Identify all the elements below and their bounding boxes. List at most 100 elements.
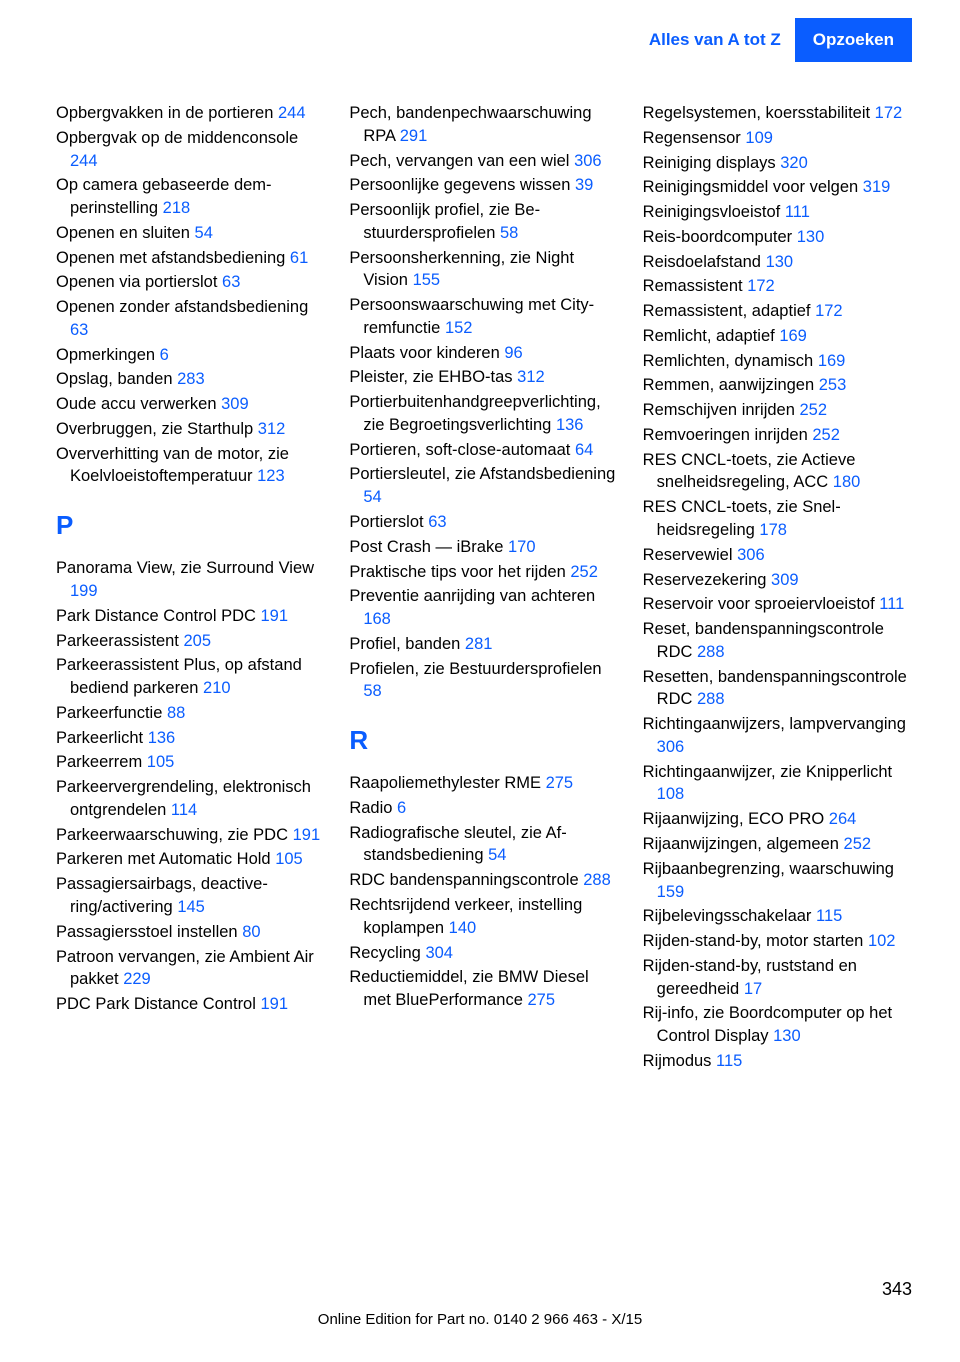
page-ref[interactable]: 306 — [574, 152, 602, 170]
page-ref[interactable]: 199 — [70, 582, 98, 600]
page-ref[interactable]: 54 — [488, 846, 506, 864]
page-ref[interactable]: 130 — [766, 253, 794, 271]
page-ref[interactable]: 291 — [400, 127, 428, 145]
page-ref[interactable]: 109 — [745, 129, 773, 147]
page-ref[interactable]: 63 — [222, 273, 240, 291]
entry-text: Pech, vervangen van een wiel — [349, 152, 574, 170]
page-ref[interactable]: 178 — [759, 521, 787, 539]
page-ref[interactable]: 6 — [397, 799, 406, 817]
entry-text: Opbergvak op de middencon­sole — [56, 129, 298, 147]
page-ref[interactable]: 288 — [583, 871, 611, 889]
page-ref[interactable]: 288 — [697, 690, 725, 708]
page-ref[interactable]: 140 — [449, 919, 477, 937]
page-ref[interactable]: 169 — [818, 352, 846, 370]
page-ref[interactable]: 309 — [221, 395, 249, 413]
page-ref[interactable]: 210 — [203, 679, 231, 697]
page-ref[interactable]: 229 — [123, 970, 151, 988]
page-ref[interactable]: 114 — [171, 801, 197, 819]
page-ref[interactable]: 155 — [413, 271, 441, 289]
page-ref[interactable]: 304 — [425, 944, 453, 962]
page-ref[interactable]: 111 — [785, 203, 810, 221]
page-ref[interactable]: 136 — [556, 416, 584, 434]
page-ref[interactable]: 159 — [657, 883, 685, 901]
page-ref[interactable]: 172 — [875, 104, 903, 122]
page-ref[interactable]: 306 — [657, 738, 685, 756]
page-ref[interactable]: 136 — [148, 729, 176, 747]
index-entry: Openen met afstandsbedie­ning 61 — [56, 247, 325, 270]
page-ref[interactable]: 105 — [275, 850, 303, 868]
index-entry: Portieren, soft-close-auto­maat 64 — [349, 439, 618, 462]
entry-text: Reinigingsvloeistof — [643, 203, 785, 221]
page-ref[interactable]: 275 — [546, 774, 574, 792]
page-ref[interactable]: 252 — [812, 426, 840, 444]
page-ref[interactable]: 320 — [780, 154, 808, 172]
index-entry: RES CNCL-toets, zie Snel­heidsregeling 1… — [643, 496, 912, 542]
page-ref[interactable]: 123 — [257, 467, 285, 485]
page-ref[interactable]: 54 — [195, 224, 213, 242]
page-ref[interactable]: 6 — [160, 346, 169, 364]
page-ref[interactable]: 63 — [70, 321, 88, 339]
page-ref[interactable]: 252 — [570, 563, 598, 581]
page-ref[interactable]: 180 — [833, 473, 861, 491]
section-heading: P — [56, 510, 325, 541]
page-ref[interactable]: 253 — [819, 376, 847, 394]
page-ref[interactable]: 309 — [771, 571, 799, 589]
index-entry: Post Crash — iBrake 170 — [349, 536, 618, 559]
index-entry: Panorama View, zie Surround View 199 — [56, 557, 325, 603]
page-ref[interactable]: 108 — [657, 785, 685, 803]
page-ref[interactable]: 105 — [147, 753, 175, 771]
page-ref[interactable]: 115 — [716, 1052, 742, 1070]
page-ref[interactable]: 275 — [527, 991, 555, 1009]
page-ref[interactable]: 96 — [504, 344, 522, 362]
index-entry: Remassistent, adaptief 172 — [643, 300, 912, 323]
page-ref[interactable]: 205 — [183, 632, 211, 650]
page-ref[interactable]: 169 — [779, 327, 807, 345]
page-ref[interactable]: 191 — [261, 995, 289, 1013]
page-ref[interactable]: 145 — [177, 898, 205, 916]
page-ref[interactable]: 319 — [863, 178, 891, 196]
page-ref[interactable]: 152 — [445, 319, 473, 337]
page-ref[interactable]: 64 — [575, 441, 593, 459]
page-ref[interactable]: 58 — [500, 224, 518, 242]
page-ref[interactable]: 54 — [363, 488, 381, 506]
page-ref[interactable]: 170 — [508, 538, 536, 556]
index-entry: Passagiersairbags, deactive­ring/activer… — [56, 873, 325, 919]
page-ref[interactable]: 111 — [879, 595, 904, 613]
page-ref[interactable]: 244 — [70, 152, 98, 170]
page-ref[interactable]: 102 — [868, 932, 896, 950]
index-entry: Openen en sluiten 54 — [56, 222, 325, 245]
index-entry: Profielen, zie Bestuurderspro­fielen 58 — [349, 658, 618, 704]
page-ref[interactable]: 306 — [737, 546, 765, 564]
page-ref[interactable]: 264 — [829, 810, 857, 828]
page-ref[interactable]: 312 — [517, 368, 545, 386]
page-ref[interactable]: 244 — [278, 104, 306, 122]
page-ref[interactable]: 88 — [167, 704, 185, 722]
page-ref[interactable]: 252 — [844, 835, 872, 853]
page-ref[interactable]: 191 — [261, 607, 289, 625]
page-ref[interactable]: 191 — [293, 826, 321, 844]
page-ref[interactable]: 130 — [773, 1027, 801, 1045]
page-ref[interactable]: 312 — [258, 420, 286, 438]
page-ref[interactable]: 288 — [697, 643, 725, 661]
page-ref[interactable]: 80 — [242, 923, 260, 941]
page-ref[interactable]: 283 — [177, 370, 205, 388]
entry-text: Rijaanwijzingen, alge­meen — [643, 835, 844, 853]
page-ref[interactable]: 39 — [575, 176, 593, 194]
entry-text: Opmerkingen — [56, 346, 160, 364]
page-ref[interactable]: 281 — [465, 635, 493, 653]
page-ref[interactable]: 168 — [363, 610, 391, 628]
page-ref[interactable]: 63 — [428, 513, 446, 531]
index-entry: Persoonswaarschuwing met City-remfunctie… — [349, 294, 618, 340]
page-ref[interactable]: 218 — [163, 199, 191, 217]
index-entry: Regensensor 109 — [643, 127, 912, 150]
page-ref[interactable]: 172 — [747, 277, 775, 295]
index-entry: Regelsystemen, koersstabili­teit 172 — [643, 102, 912, 125]
page-ref[interactable]: 172 — [815, 302, 843, 320]
page-ref[interactable]: 58 — [363, 682, 381, 700]
page-ref[interactable]: 61 — [290, 249, 308, 267]
page-ref[interactable]: 130 — [797, 228, 825, 246]
page-ref[interactable]: 17 — [744, 980, 762, 998]
page-ref[interactable]: 252 — [799, 401, 827, 419]
index-entry: Oude accu verwerken 309 — [56, 393, 325, 416]
page-ref[interactable]: 115 — [816, 907, 842, 925]
